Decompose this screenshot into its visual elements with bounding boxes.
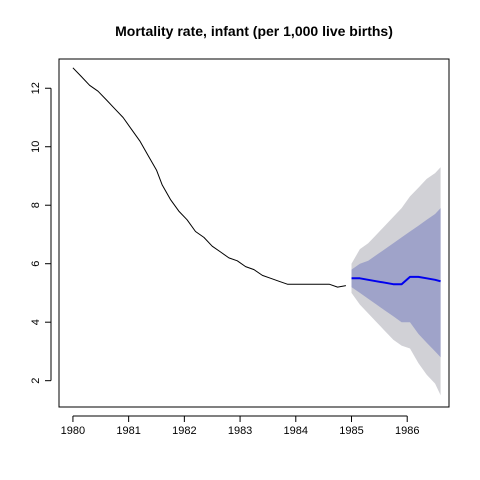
y-tick-label: 2	[30, 378, 42, 384]
x-tick-label: 1984	[284, 425, 308, 437]
forecast-line	[351, 275, 441, 286]
x-tick-label: 1983	[228, 425, 252, 437]
chart-title: Mortality rate, infant (per 1,000 live b…	[115, 23, 393, 39]
plot-layer	[72, 67, 441, 396]
y-tick-label: 8	[30, 202, 42, 208]
x-tick-label: 1981	[116, 425, 140, 437]
x-tick-label: 1986	[395, 425, 419, 437]
inner-interval-band	[351, 208, 441, 358]
y-tick-label: 10	[30, 141, 42, 153]
x-tick-label: 1982	[172, 425, 196, 437]
y-tick-label: 12	[30, 82, 42, 94]
history-line	[72, 67, 346, 288]
x-tick-label: 1985	[339, 425, 363, 437]
y-tick-label: 6	[30, 261, 42, 267]
y-tick-label: 4	[30, 319, 42, 325]
axis-layer: 1980 1981 1982 1983 1984 1985 1986 2 4 6 8 10 12	[30, 82, 419, 437]
plot-frame	[58, 58, 450, 408]
x-tick-label: 1980	[61, 425, 85, 437]
